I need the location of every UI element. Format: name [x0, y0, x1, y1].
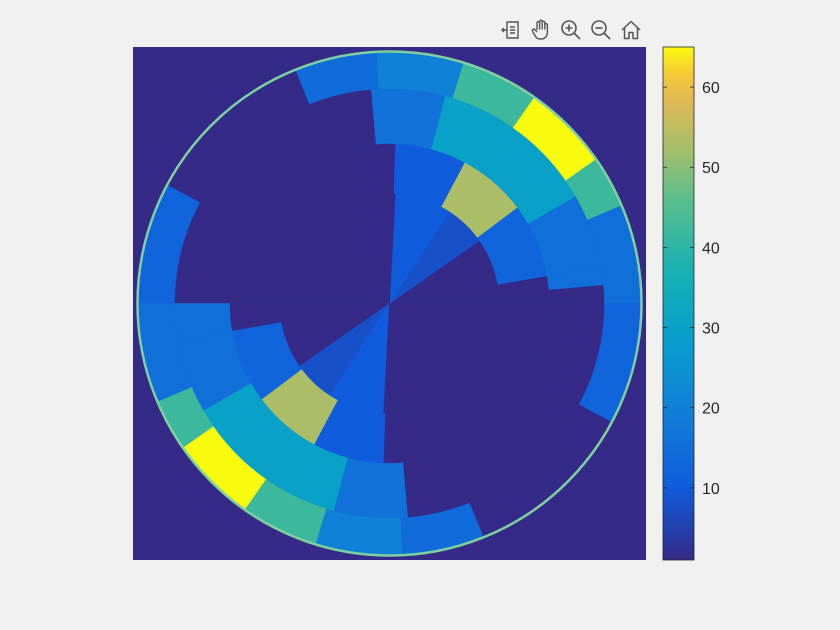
home-button[interactable]: [618, 16, 644, 44]
colorbar-tick-label: 10: [702, 481, 720, 498]
pan-button[interactable]: [528, 16, 554, 44]
colorbar-tick-label: 20: [702, 401, 720, 418]
zoom-in-button[interactable]: [558, 16, 584, 44]
colorbar-tick-label: 40: [702, 240, 720, 257]
image-axes[interactable]: [133, 47, 646, 560]
colorbar-tick-label: 60: [702, 80, 720, 97]
export-button[interactable]: [498, 16, 524, 44]
colorbar-tick-label: 30: [702, 321, 720, 338]
home-icon: [621, 20, 641, 40]
export-icon: [501, 21, 519, 39]
colorbar-gradient: [662, 46, 695, 561]
figure-toolbar: [498, 16, 644, 44]
colorbar[interactable]: 10 20 30 40 50 60: [662, 46, 720, 561]
colorbar-tick-label: 50: [702, 160, 720, 177]
zoom-out-button[interactable]: [588, 16, 614, 44]
outer-ring-border: [136, 50, 643, 557]
zoom-in-icon: [561, 20, 581, 40]
hand-icon: [531, 19, 549, 40]
zoom-out-icon: [591, 20, 611, 40]
